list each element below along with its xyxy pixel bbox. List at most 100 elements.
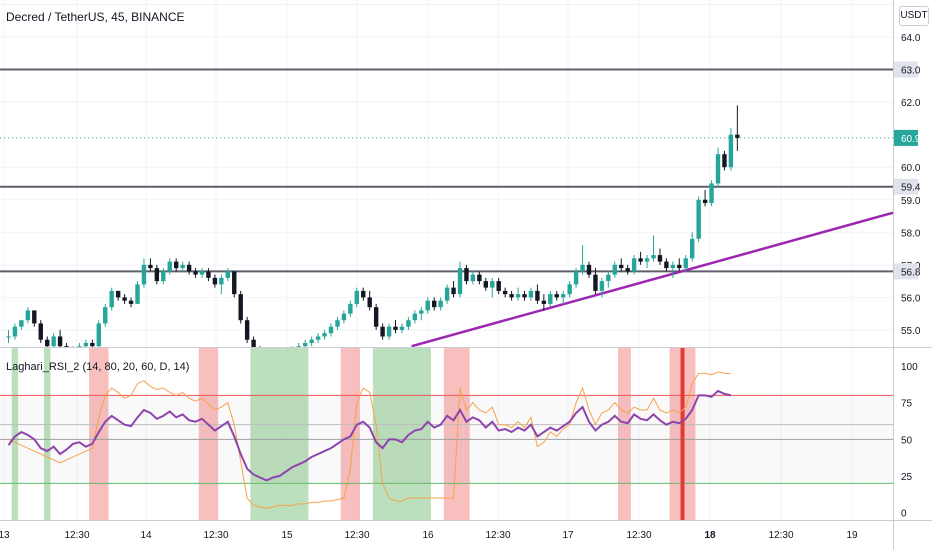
hline-price-label-bg [894,178,918,195]
candle-body [212,277,218,285]
candle-body [561,294,566,298]
candle-body [199,271,205,275]
candle-body [77,346,82,347]
candle-body [470,274,476,282]
overbought-zone [618,348,631,520]
candle-body [115,290,121,298]
candle-body [19,320,24,327]
candle-body [625,268,630,272]
candle-body [348,303,353,314]
candle-body [393,326,398,330]
candle-body [90,342,95,347]
candle-body [522,294,527,298]
oversold-zone [43,348,51,520]
candle-body [432,300,437,308]
candle-body [335,320,340,327]
price-tick-label: 64.0 [901,33,921,44]
candle-body [728,134,734,168]
time-tick-label: 15 [281,530,293,541]
candle-body [735,134,740,138]
price-pane [0,68,893,347]
time-tick-label: 14 [140,530,152,541]
candle-body [554,294,559,298]
candle-body [380,326,385,337]
daily-rsi-line [8,371,731,509]
candle-body [303,342,308,347]
candle-body [309,339,314,343]
candle-body [64,346,69,347]
time-tick-label: 18 [704,530,716,541]
candle-body [51,336,56,347]
candle-body [535,290,540,301]
candle-body [57,336,63,347]
candle-body [167,261,172,272]
candle-body [670,264,676,269]
time-tick-label: 12:30 [485,530,510,541]
time-tick-label: 12:30 [768,530,793,541]
candle-body [38,323,43,340]
candle-body [631,258,637,272]
candle-body [45,339,50,347]
candle-body [722,154,727,168]
currency-badge[interactable]: USDT [899,6,929,26]
indicator-pane [0,348,893,520]
oversold-zone [250,348,309,520]
candle-body [541,300,547,304]
candle-body [696,199,701,239]
candle-body [141,264,147,285]
candle-body [296,346,301,347]
candle-body [412,313,418,321]
candle-body [341,313,347,321]
candle-body [328,326,334,334]
candle-body [322,333,327,337]
price-tick-label: 55.0 [901,326,921,337]
rsi-tick-label: 0 [901,509,907,520]
candle-body [457,268,463,295]
hline-price-label-bg [894,61,918,78]
time-tick-label: 12:30 [344,530,369,541]
price-tick-label: 58.0 [901,228,921,239]
oversold-zone [11,348,19,520]
price-tick-label: 59.0 [901,196,921,207]
candle-body [548,294,553,304]
candle-body [677,264,682,269]
candle-body [367,297,372,308]
candle-body [251,339,256,347]
candle-body [464,268,469,282]
overbought-zone [463,348,470,520]
candle-body [244,320,250,340]
candle-body [193,271,198,275]
candle-body [477,274,482,282]
trendline [411,211,893,347]
candle-body [586,264,592,275]
candle-body [128,300,134,304]
rsi-tick-label: 50 [901,435,913,446]
hline-price-label-bg [894,263,918,280]
candle-body [96,323,101,347]
candle-body [148,264,153,269]
time-tick-label: 13 [0,530,10,541]
rsi-tick-label: 75 [901,399,913,410]
candle-body [180,264,185,269]
overbought-zone [340,348,361,520]
candle-body [715,154,721,184]
hline-price-label: 56.8 [901,267,921,278]
last-price-label: 60.9 [901,134,921,145]
candle-body [606,274,611,282]
candle-body [490,281,495,288]
candle-body [103,307,108,324]
price-tick-label: 62.0 [901,98,921,109]
candle-body [6,336,11,338]
candle-body [483,281,488,288]
hline-price-label: 63.0 [901,66,921,77]
candle-body [161,271,166,282]
overbought-zone [443,348,464,520]
candle-body [444,287,450,301]
candle-body [612,264,617,275]
candle-body [354,290,359,304]
last-price-label-bg [894,129,918,146]
price-tick-label: 56.0 [901,293,921,304]
candle-body [702,199,708,204]
candle-body [664,261,669,269]
